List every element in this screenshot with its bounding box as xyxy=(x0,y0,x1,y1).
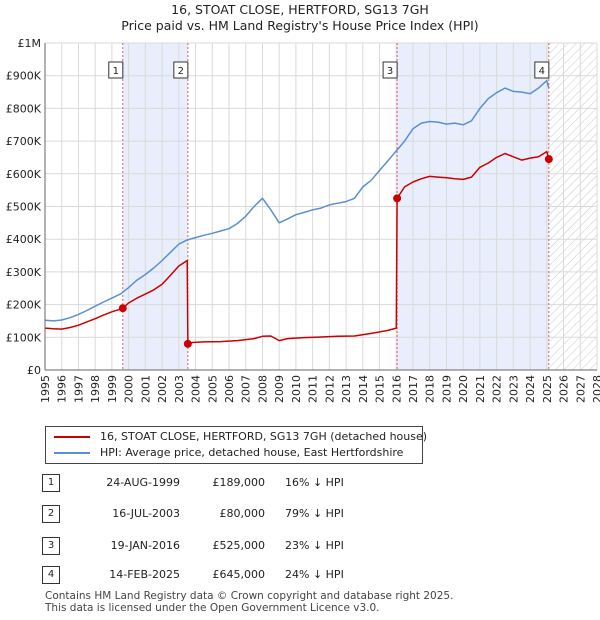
y-tick-label: £100K xyxy=(6,331,42,344)
footer-licence: This data is licensed under the Open Gov… xyxy=(45,602,380,614)
sale-label-number: 2 xyxy=(178,66,184,77)
sale-number-badge: 1 xyxy=(42,474,60,492)
title-line-2: Price paid vs. HM Land Registry's House … xyxy=(121,18,479,33)
x-tick-label: 1999 xyxy=(106,375,119,403)
y-tick-label: £200K xyxy=(6,299,42,312)
sale-price: £525,000 xyxy=(212,539,266,552)
sale-date: 24-AUG-1999 xyxy=(106,476,180,489)
x-tick-label: 2015 xyxy=(374,375,387,403)
x-tick-label: 2017 xyxy=(407,375,420,403)
x-tick-label: 2013 xyxy=(340,375,353,403)
title-line-1: 16, STOAT CLOSE, HERTFORD, SG13 7GH xyxy=(171,2,429,17)
sale-hpi-diff: 24% ↓ HPI xyxy=(285,568,344,581)
sale-date: 16-JUL-2003 xyxy=(112,507,180,520)
sale-hpi-diff: 16% ↓ HPI xyxy=(285,476,344,489)
legend-label-property: 16, STOAT CLOSE, HERTFORD, SG13 7GH (det… xyxy=(100,430,428,443)
sale-point xyxy=(118,304,127,313)
x-tick-label: 1995 xyxy=(39,375,52,403)
sale-price: £189,000 xyxy=(212,476,266,489)
sale-row: 4 14-FEB-2025 £645,000 24% ↓ HPI xyxy=(0,565,600,585)
x-tick-label: 2024 xyxy=(524,375,537,403)
x-tick-label: 2023 xyxy=(507,375,520,403)
x-tick-label: 2003 xyxy=(173,375,186,403)
sale-label-number: 1 xyxy=(113,66,119,77)
footer: Contains HM Land Registry data © Crown c… xyxy=(45,590,453,614)
chart-title: 16, STOAT CLOSE, HERTFORD, SG13 7GH Pric… xyxy=(0,2,600,34)
sale-label-box xyxy=(173,61,189,79)
price-chart: £0 £100K £200K £300K £400K £500K £600K £700K £80… xyxy=(6,37,600,403)
x-tick-label: 2019 xyxy=(440,375,453,403)
footer-copyright: Contains HM Land Registry data © Crown c… xyxy=(45,590,454,602)
x-tick-label: 2020 xyxy=(457,375,470,403)
x-tick-label: 2002 xyxy=(156,375,169,403)
sale-row: 3 19-JAN-2016 £525,000 23% ↓ HPI xyxy=(0,536,600,556)
y-tick-label: £500K xyxy=(6,201,42,214)
sale-hpi-diff: 23% ↓ HPI xyxy=(285,539,344,552)
legend: 16, STOAT CLOSE, HERTFORD, SG13 7GH (det… xyxy=(45,426,427,464)
sale-label-box xyxy=(108,61,124,79)
legend-label-hpi: HPI: Average price, detached house, East… xyxy=(100,446,404,459)
x-tick-label: 2028 xyxy=(591,375,600,403)
x-tick-label: 2027 xyxy=(574,375,587,403)
y-tick-label: £1M xyxy=(18,37,42,50)
sale-label-box xyxy=(382,61,398,79)
y-tick-label: £900K xyxy=(6,70,42,83)
x-tick-label: 2010 xyxy=(290,375,303,403)
x-tick-label: 2008 xyxy=(256,375,269,403)
x-tick-label: 2005 xyxy=(206,375,219,403)
sale-price: £645,000 xyxy=(212,568,266,581)
y-tick-label: £400K xyxy=(6,233,42,246)
x-tick-label: 2021 xyxy=(474,375,487,403)
sale-price: £80,000 xyxy=(219,507,266,520)
sales-table: 1 24-AUG-1999 £189,000 16% ↓ HPI 2 16-JU… xyxy=(0,470,600,590)
sale-point xyxy=(544,155,553,164)
x-tick-label: 2001 xyxy=(139,375,152,403)
sale-date: 19-JAN-2016 xyxy=(110,539,180,552)
sale-row: 1 24-AUG-1999 £189,000 16% ↓ HPI xyxy=(0,473,600,493)
x-tick-label: 2026 xyxy=(558,375,571,403)
y-tick-label: £300K xyxy=(6,266,42,279)
x-tick-label: 2009 xyxy=(273,375,286,403)
series-line-hpi xyxy=(44,79,550,322)
x-tick-label: 2011 xyxy=(307,375,320,403)
sale-number-badge: 2 xyxy=(42,505,60,523)
legend-swatch-property xyxy=(54,436,90,438)
x-tick-label: 2004 xyxy=(190,375,203,403)
x-tick-label: 1996 xyxy=(56,375,69,403)
legend-swatch-hpi xyxy=(54,452,90,454)
sale-hpi-diff: 79% ↓ HPI xyxy=(285,507,344,520)
y-tick-label: £800K xyxy=(6,102,42,115)
x-tick-label: 2007 xyxy=(240,375,253,403)
x-tick-label: 1997 xyxy=(72,375,85,403)
sale-point xyxy=(183,339,192,348)
x-tick-label: 2025 xyxy=(541,375,554,403)
y-tick-label: £600K xyxy=(6,168,42,181)
y-tick-label: £700K xyxy=(6,135,42,148)
x-tick-label: 2014 xyxy=(357,375,370,403)
sale-date: 14-FEB-2025 xyxy=(109,568,180,581)
x-tick-label: 2018 xyxy=(424,375,437,403)
sale-point xyxy=(393,194,402,203)
y-tick-label: £0 xyxy=(27,364,41,377)
x-tick-label: 2016 xyxy=(390,375,403,403)
x-tick-label: 2012 xyxy=(323,375,336,403)
x-tick-label: 2000 xyxy=(123,375,136,403)
sale-row: 2 16-JUL-2003 £80,000 79% ↓ HPI xyxy=(0,504,600,524)
x-tick-label: 2006 xyxy=(223,375,236,403)
x-tick-label: 2022 xyxy=(491,375,504,403)
sale-number-badge: 3 xyxy=(42,537,60,555)
x-tick-label: 1998 xyxy=(89,375,102,403)
sale-label-number: 4 xyxy=(539,66,545,77)
sale-label-box xyxy=(534,61,550,79)
sale-label-number: 3 xyxy=(387,66,393,77)
sale-number-badge: 4 xyxy=(42,566,60,584)
